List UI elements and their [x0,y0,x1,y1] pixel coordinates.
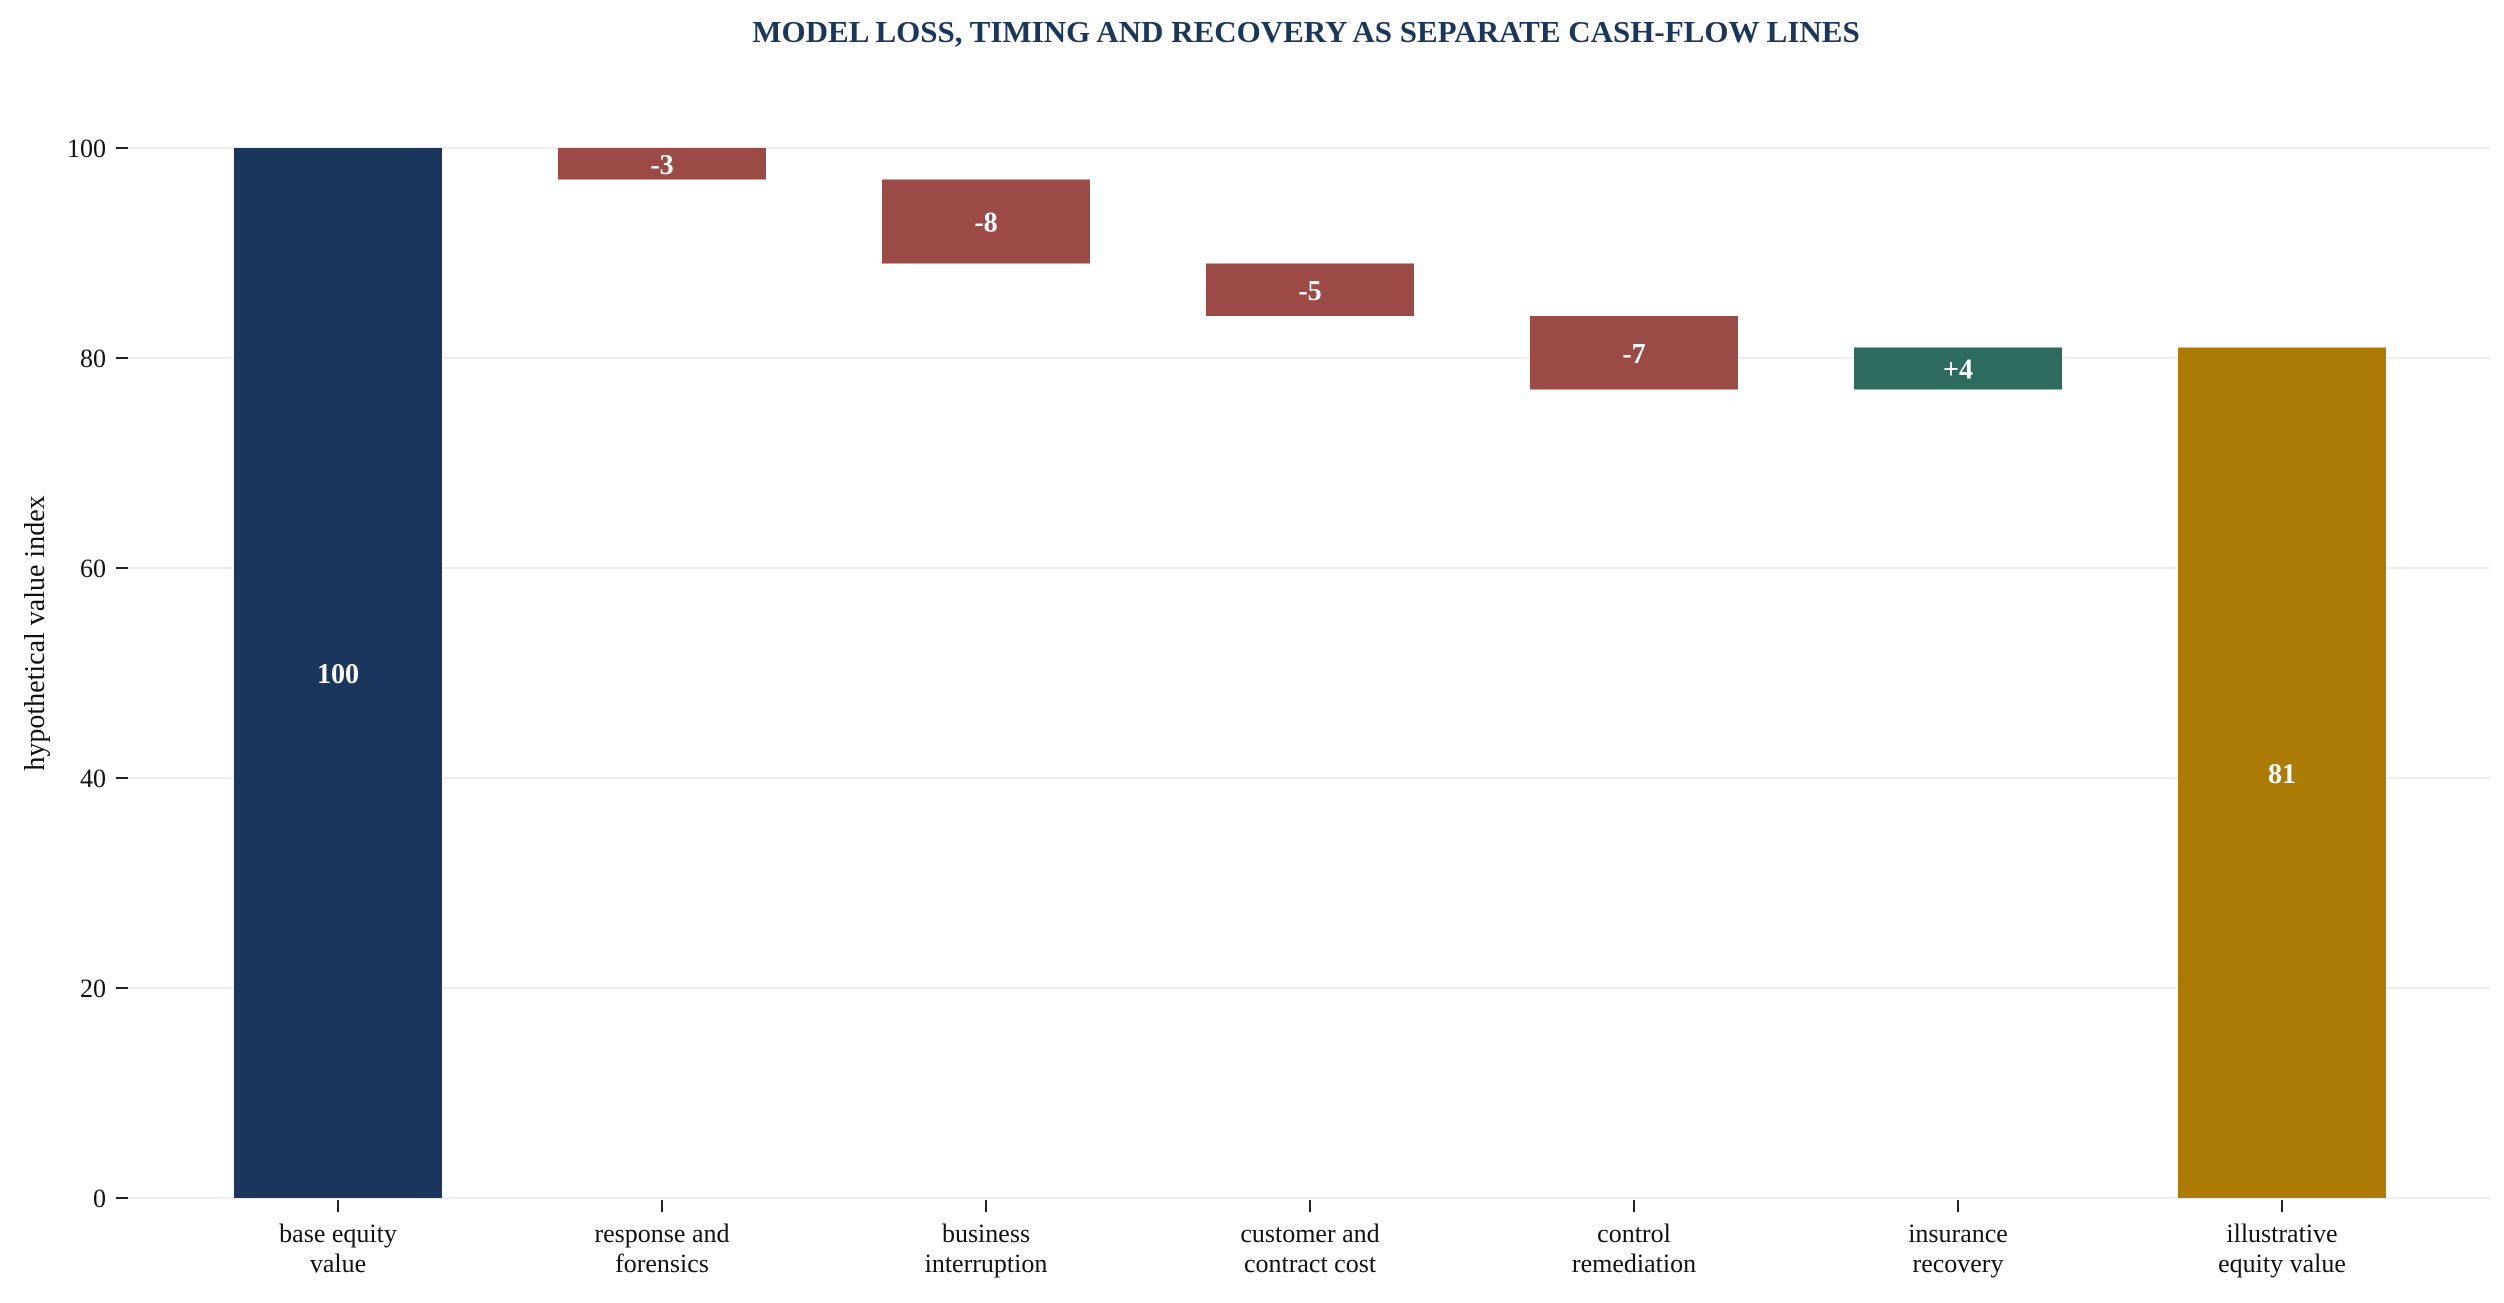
data-label: -8 [974,208,997,239]
y-tick-label: 40 [80,764,106,793]
bar-total [2178,347,2386,1198]
data-label: 100 [317,659,359,690]
bars [234,148,2386,1198]
data-label: -3 [650,150,673,181]
bar-decrease [1530,316,1738,390]
data-label: +4 [1943,355,1973,386]
bar-increase [1854,347,2062,390]
bar-decrease [558,148,766,180]
x-tick-label: business interruption [925,1219,1048,1278]
x-tick-label: base equity value [279,1219,397,1278]
axes: 0 20 40 60 80 100 base equity value response and… [67,134,2346,1278]
data-label: -5 [1298,276,1321,307]
x-tick-label: insurance recovery [1908,1219,2008,1278]
bar-labels: 100 -3 -8 -5 -7 +4 81 [317,150,2296,790]
x-tick-label: illustrative equity value [2218,1219,2346,1278]
y-tick-label: 60 [80,554,106,583]
data-label: 81 [2268,759,2296,790]
bar-decrease [882,179,1090,264]
x-tick-label: response and forensics [594,1219,729,1278]
y-tick-label: 80 [80,344,106,373]
y-tick-label: 100 [67,134,106,163]
y-axis-title: hypothetical value index [20,495,51,770]
data-label: -7 [1622,339,1645,370]
grid-lines [128,147,2490,1199]
y-tick-label: 20 [80,974,106,1003]
y-tick-label: 0 [93,1184,106,1213]
chart-title: MODEL LOSS, TIMING AND RECOVERY AS SEPAR… [752,14,1859,49]
bar-decrease [1206,263,1414,316]
bar-total [234,148,442,1198]
x-tick-label: customer and contract cost [1240,1219,1379,1278]
x-tick-label: control remediation [1572,1219,1696,1278]
